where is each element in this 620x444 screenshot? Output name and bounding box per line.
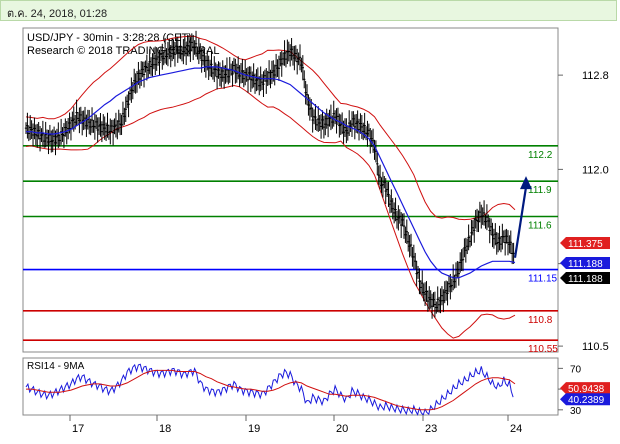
rsi-marker <box>560 393 610 406</box>
x-tick-label: 17 <box>72 423 84 435</box>
x-axis: 17 18 19 20 23 24 <box>69 415 522 435</box>
price-marker-label: 111.375 <box>568 239 603 250</box>
x-tick-label: 23 <box>425 423 437 435</box>
x-tick-label: 18 <box>159 423 171 435</box>
x-tick-label: 19 <box>248 423 260 435</box>
level-label: 111.9 <box>528 185 552 196</box>
rsi-line <box>25 363 514 417</box>
chart-title: USD/JPY - 30min - 3:28:28 (CET) <box>27 32 192 44</box>
timestamp-bar: ต.ค. 24, 2018, 01:28 <box>0 0 617 21</box>
price-marker <box>560 272 610 285</box>
projection-line <box>513 186 528 258</box>
price-bars <box>24 30 515 319</box>
price-tick-label: 110.5 <box>582 341 609 353</box>
level-label: 111.6 <box>528 221 552 232</box>
chart-subtitle: Research © 2018 TRADING CENTRAL <box>27 45 220 57</box>
projection-arrowhead <box>520 176 532 190</box>
rsi-marker-label: 50.9438 <box>568 384 605 395</box>
rsi-tick-label: 30 <box>570 406 582 417</box>
rsi-marker <box>560 382 610 395</box>
price-marker-label: 111.188 <box>568 274 603 285</box>
x-tick-label: 24 <box>510 423 522 435</box>
level-label: 110.8 <box>528 315 553 326</box>
price-markers: 111.375 111.188 111.188 <box>560 237 610 285</box>
support-resistance-lines: 112.2 111.9 111.6 111.15 110.8 110.55 <box>23 145 558 355</box>
price-marker-label: 111.188 <box>568 259 603 270</box>
projection-arrow <box>513 176 532 258</box>
level-label: 110.55 <box>528 344 558 355</box>
level-label: 111.15 <box>528 274 558 285</box>
price-tick-label: 112.8 <box>582 70 609 82</box>
x-tick-label: 20 <box>336 423 348 435</box>
rsi-panel-frame <box>22 357 559 416</box>
price-tick-label: 112.0 <box>582 164 609 176</box>
price-marker <box>560 257 610 270</box>
level-label: 112.2 <box>528 150 553 161</box>
rsi-tick-label: 70 <box>570 364 582 375</box>
price-panel-frame <box>22 27 559 353</box>
price-marker <box>560 237 610 250</box>
upper-band <box>25 35 516 221</box>
rsi-ma-line <box>26 369 516 411</box>
rsi-marker-label: 40.2389 <box>568 395 605 406</box>
ma-line <box>26 66 516 279</box>
rsi-title: RSI14 - 9MA <box>27 361 85 372</box>
timestamp-label: ต.ค. 24, 2018, 01:28 <box>7 8 108 20</box>
moving-average <box>26 66 516 279</box>
